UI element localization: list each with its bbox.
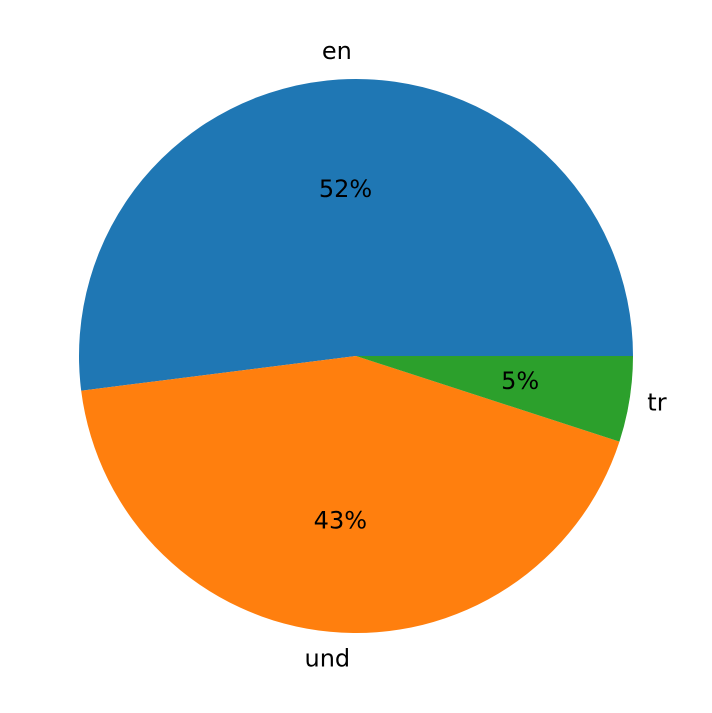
slice-percent: 52% <box>319 175 372 203</box>
pie-slice <box>356 356 633 442</box>
pie-slice <box>81 356 620 633</box>
slice-label: tr <box>647 389 666 417</box>
pie-slice <box>78 78 633 391</box>
slice-label: en <box>322 37 352 65</box>
slice-percent: 5% <box>501 367 539 395</box>
slice-label: und <box>304 644 350 672</box>
slice-percent: 43% <box>314 506 367 534</box>
